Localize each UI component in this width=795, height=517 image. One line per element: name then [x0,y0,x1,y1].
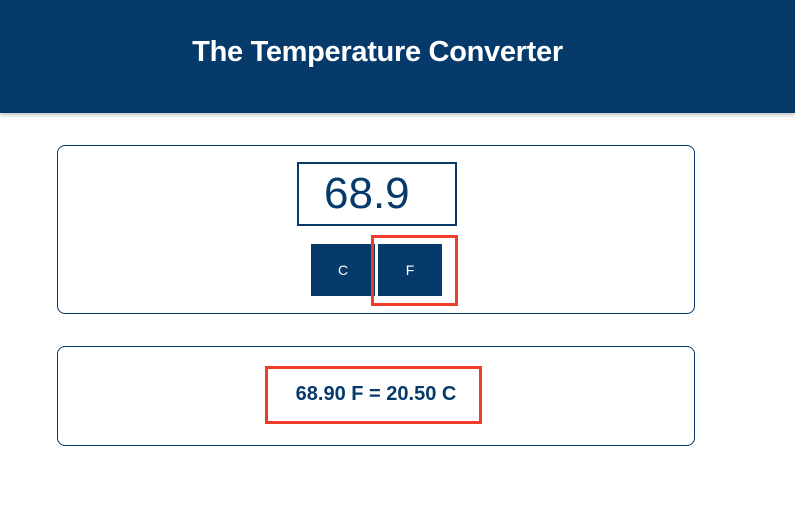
app-header: The Temperature Converter [0,0,795,113]
result-card: 68.90 F = 20.50 C [57,346,695,446]
temperature-input[interactable] [297,162,457,226]
celsius-button[interactable]: C [311,244,375,296]
fahrenheit-button[interactable]: F [378,244,442,296]
page-title: The Temperature Converter [192,36,563,68]
conversion-result: 68.90 F = 20.50 C [295,383,457,405]
input-card: C F [57,145,695,314]
